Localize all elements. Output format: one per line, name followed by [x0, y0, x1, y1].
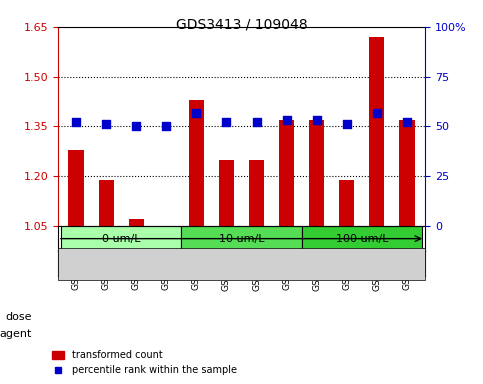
Point	[283, 118, 290, 124]
Point	[162, 123, 170, 129]
Bar	[302, 226, 422, 251]
Point	[403, 119, 411, 126]
Text: 0 um/L: 0 um/L	[102, 233, 141, 243]
Point	[223, 119, 230, 126]
Bar	[61, 251, 181, 276]
Bar	[61, 226, 181, 251]
Bar	[219, 160, 234, 226]
Bar	[181, 226, 302, 251]
Point	[193, 109, 200, 116]
Point	[102, 121, 110, 127]
Bar	[309, 120, 324, 226]
Text: dose: dose	[5, 312, 31, 322]
Point	[373, 109, 381, 116]
Bar	[339, 180, 355, 226]
Text: control: control	[102, 259, 141, 269]
Bar	[369, 37, 384, 226]
Text: GDS3413 / 109048: GDS3413 / 109048	[176, 17, 307, 31]
Text: homocysteine: homocysteine	[262, 259, 341, 269]
Bar	[399, 120, 414, 226]
Bar	[99, 180, 114, 226]
Text: 10 um/L: 10 um/L	[219, 233, 264, 243]
Point	[343, 121, 351, 127]
Bar	[128, 219, 144, 226]
Bar	[189, 100, 204, 226]
Point	[72, 119, 80, 126]
Point	[253, 119, 260, 126]
Bar	[69, 150, 84, 226]
Bar	[249, 160, 264, 226]
Text: 100 um/L: 100 um/L	[336, 233, 388, 243]
Text: agent: agent	[0, 329, 31, 339]
Bar	[181, 251, 422, 276]
Legend: transformed count, percentile rank within the sample: transformed count, percentile rank withi…	[48, 346, 241, 379]
Point	[313, 118, 321, 124]
Point	[132, 123, 140, 129]
Bar	[279, 120, 294, 226]
